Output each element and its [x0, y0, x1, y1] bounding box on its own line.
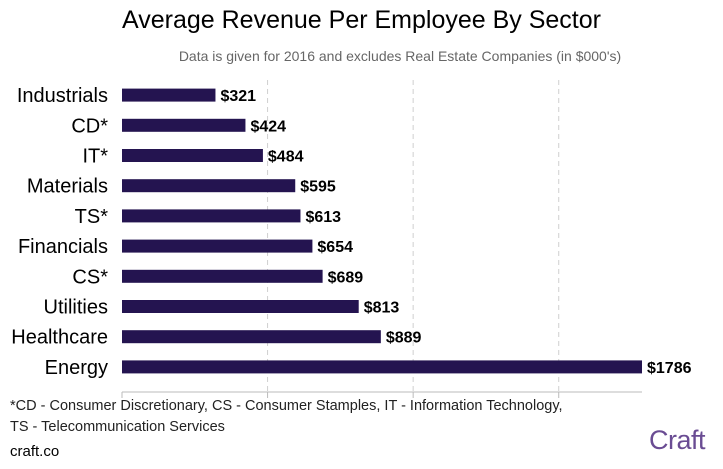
value-label-8: $889 — [386, 330, 422, 347]
category-label-8: Healthcare — [11, 327, 108, 349]
site-link[interactable]: craft.co — [10, 443, 60, 460]
bar-2 — [122, 149, 263, 162]
category-label-7: Utilities — [44, 297, 108, 319]
bar-7 — [122, 300, 359, 313]
category-label-9: Energy — [45, 357, 108, 379]
footnote-line-2: TS - Telecommunication Services — [10, 419, 225, 435]
bar-6 — [122, 269, 323, 283]
value-label-2: $484 — [268, 149, 304, 166]
chart-title: Average Revenue Per Employee By Sector — [122, 6, 601, 34]
value-label-4: $613 — [305, 209, 341, 226]
category-label-1: CD* — [71, 115, 108, 137]
bar-1 — [122, 118, 246, 132]
value-label-7: $813 — [364, 300, 400, 317]
craft-logo: Craft — [648, 425, 706, 455]
bar-3 — [122, 179, 296, 193]
value-label-0: $321 — [220, 88, 256, 105]
footnote-line-1: *CD - Consumer Discretionary, CS - Consu… — [10, 398, 563, 414]
value-label-5: $654 — [317, 239, 353, 256]
chart-subtitle: Data is given for 2016 and excludes Real… — [178, 48, 622, 64]
category-label-0: Industrials — [17, 85, 108, 107]
category-label-5: Financials — [18, 236, 108, 258]
value-label-3: $595 — [300, 179, 336, 196]
bar-4 — [122, 209, 301, 223]
category-label-3: Materials — [27, 176, 108, 198]
value-label-9: $1786 — [647, 360, 692, 377]
bar-9 — [122, 360, 642, 374]
category-label-6: CS* — [72, 266, 108, 288]
value-label-6: $689 — [328, 269, 364, 286]
bar-0 — [122, 88, 216, 102]
bar-5 — [122, 239, 313, 253]
value-label-1: $424 — [250, 118, 286, 135]
bar-8 — [122, 330, 381, 344]
footnote: *CD - Consumer Discretionary, CS - Consu… — [10, 396, 563, 438]
category-label-4: TS* — [75, 206, 109, 228]
category-label-2: IT* — [82, 146, 108, 168]
